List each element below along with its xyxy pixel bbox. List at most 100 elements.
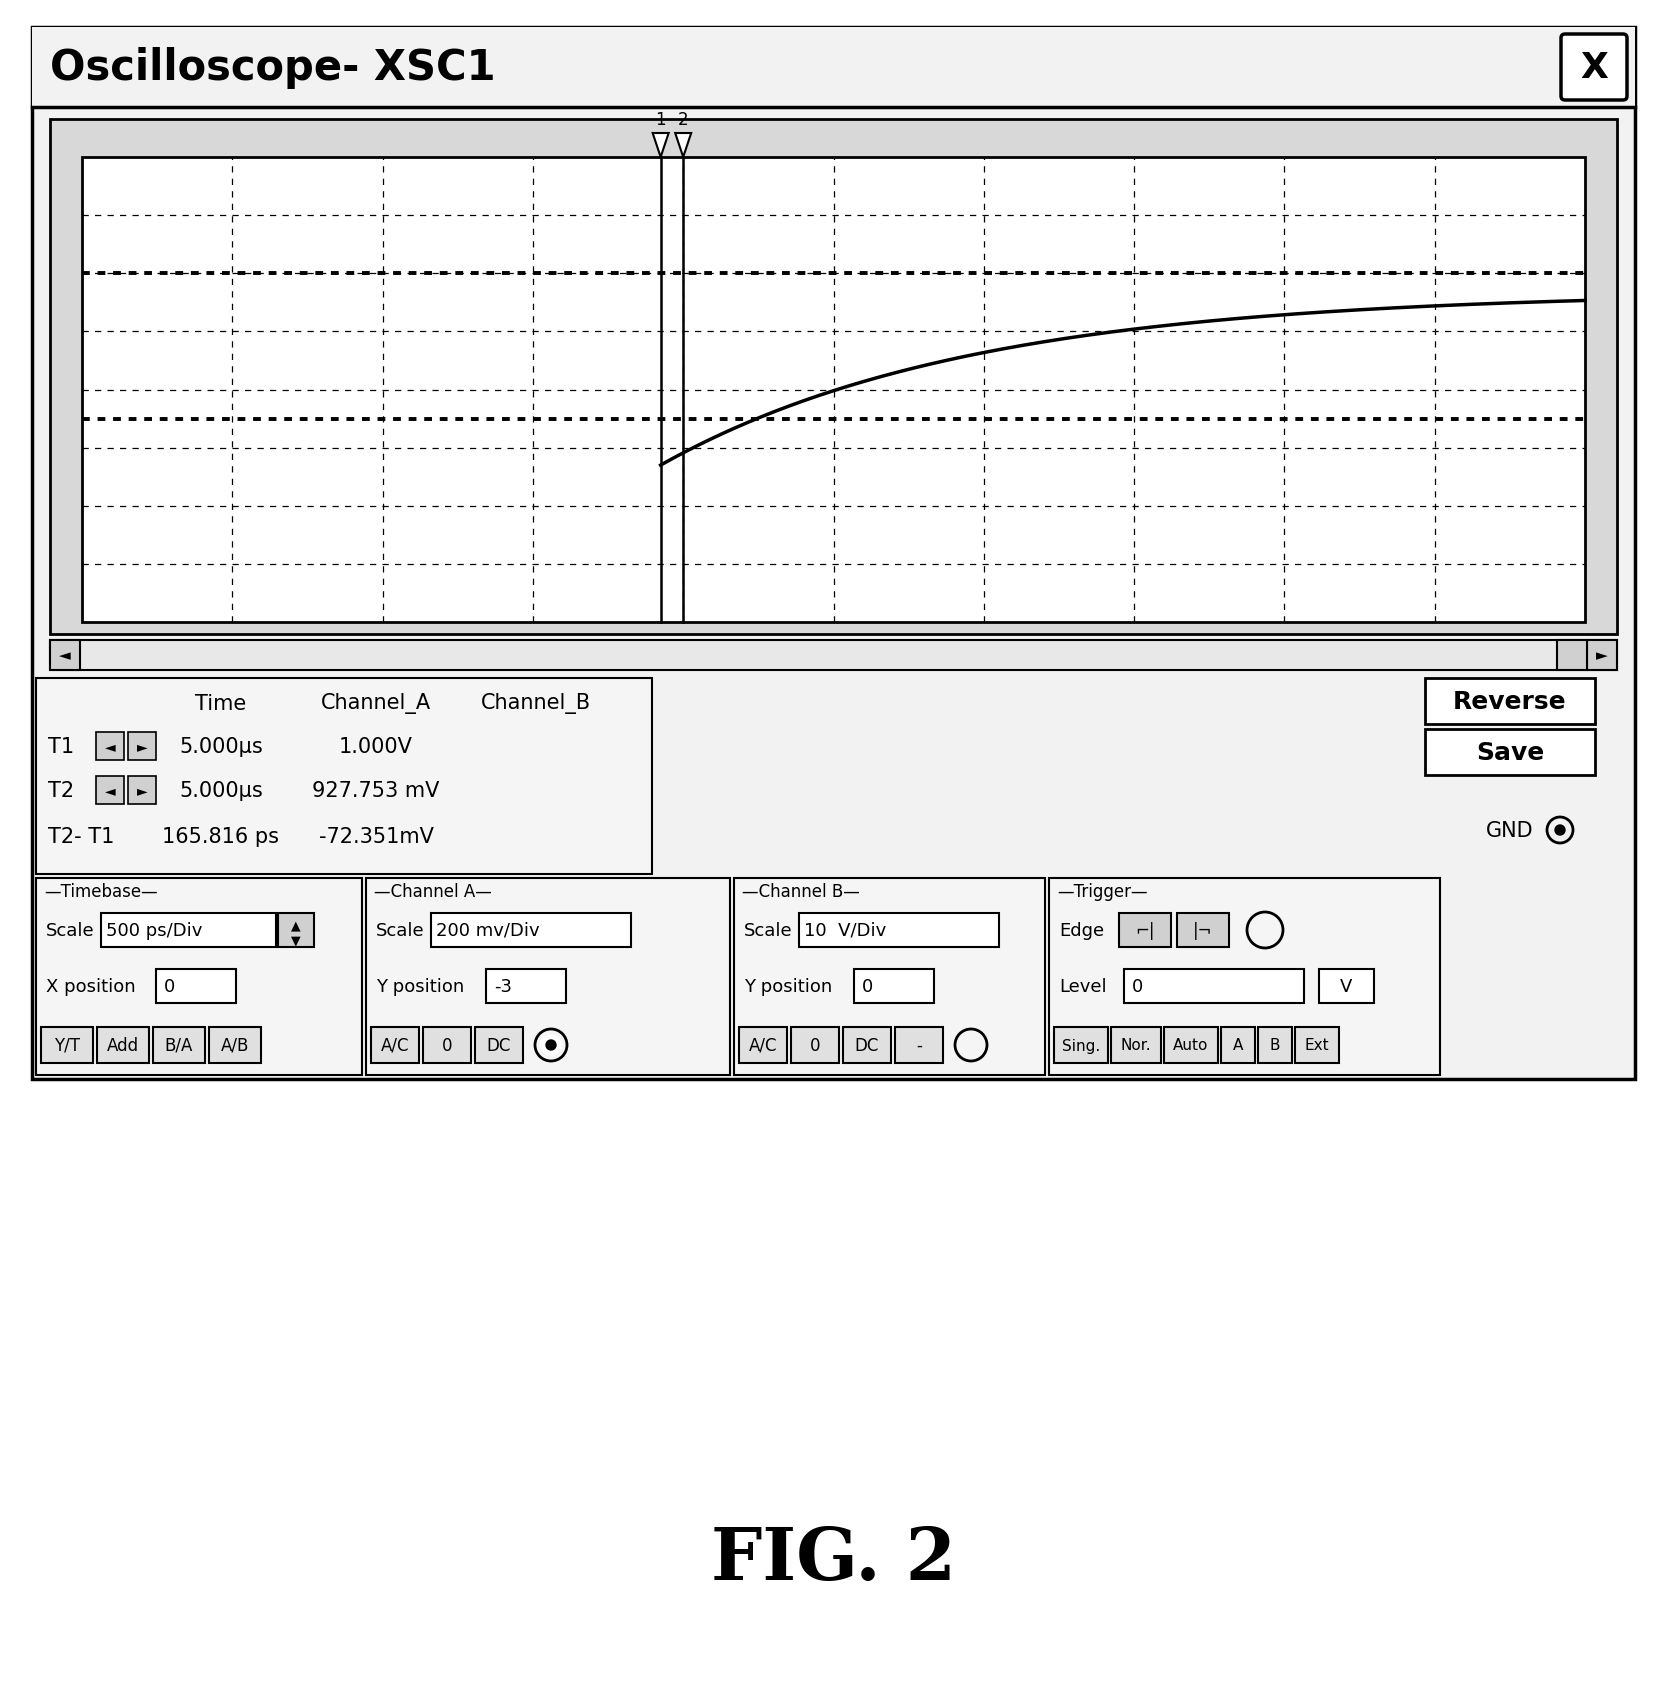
Text: Reverse: Reverse — [1454, 689, 1567, 713]
Text: ⌐|: ⌐| — [1135, 922, 1155, 939]
Text: T1: T1 — [48, 736, 73, 757]
Text: Time: Time — [195, 694, 247, 713]
Text: 200 mv/Div: 200 mv/Div — [437, 922, 540, 939]
Bar — [1220, 1027, 1255, 1064]
Bar — [423, 1027, 472, 1064]
Text: B: B — [1270, 1037, 1280, 1052]
Text: 5.000μs: 5.000μs — [178, 736, 263, 757]
Bar — [32, 29, 1635, 108]
Bar — [1119, 914, 1170, 948]
Bar — [32, 29, 1635, 1079]
Bar — [157, 969, 237, 1003]
Bar — [1319, 969, 1374, 1003]
Bar — [475, 1027, 523, 1064]
Polygon shape — [653, 133, 668, 157]
Bar — [153, 1027, 205, 1064]
Text: 500 ps/Div: 500 ps/Div — [107, 922, 202, 939]
Bar — [1164, 1027, 1219, 1064]
Text: ◄: ◄ — [105, 784, 115, 797]
Text: Channel_A: Channel_A — [322, 692, 432, 714]
Bar — [102, 914, 277, 948]
Text: GND: GND — [1487, 821, 1534, 841]
Text: T2- T1: T2- T1 — [48, 826, 115, 846]
Bar — [97, 1027, 148, 1064]
Text: Ext: Ext — [1305, 1037, 1329, 1052]
Text: Y position: Y position — [377, 978, 463, 995]
Circle shape — [547, 1040, 557, 1051]
Text: A/B: A/B — [220, 1037, 248, 1054]
Text: Save: Save — [1475, 740, 1544, 765]
Text: —Channel B—: —Channel B— — [742, 882, 860, 900]
Bar — [895, 1027, 944, 1064]
Text: ◄: ◄ — [105, 740, 115, 753]
Text: -: - — [917, 1037, 922, 1054]
Text: 0: 0 — [862, 978, 874, 995]
Bar — [278, 914, 313, 948]
Text: Sing.: Sing. — [1062, 1037, 1100, 1052]
Bar — [1557, 640, 1587, 671]
Text: —Timebase—: —Timebase— — [43, 882, 158, 900]
Bar — [1587, 640, 1617, 671]
Text: 2: 2 — [678, 111, 688, 128]
Text: —Trigger—: —Trigger— — [1057, 882, 1147, 900]
Bar — [82, 157, 1585, 623]
Text: 5.000μs: 5.000μs — [178, 780, 263, 801]
Text: X position: X position — [47, 978, 135, 995]
Bar — [208, 1027, 262, 1064]
Text: ▲: ▲ — [292, 919, 300, 932]
Bar — [42, 1027, 93, 1064]
Text: B/A: B/A — [165, 1037, 193, 1054]
Text: DC: DC — [487, 1037, 512, 1054]
Bar — [1295, 1027, 1339, 1064]
Bar — [50, 640, 1617, 671]
Text: X: X — [1580, 51, 1609, 84]
Bar — [97, 733, 123, 760]
Bar — [50, 120, 1617, 635]
Text: 165.816 ps: 165.816 ps — [162, 826, 280, 846]
Text: Channel_B: Channel_B — [482, 692, 592, 714]
Text: 1: 1 — [655, 111, 667, 128]
Bar — [432, 914, 632, 948]
Text: A/C: A/C — [748, 1037, 777, 1054]
Text: 1.000V: 1.000V — [338, 736, 413, 757]
Text: FIG. 2: FIG. 2 — [712, 1523, 955, 1594]
Circle shape — [1555, 826, 1565, 836]
Bar — [738, 1027, 787, 1064]
Bar — [1425, 679, 1595, 725]
Bar — [854, 969, 934, 1003]
Bar — [367, 878, 730, 1076]
Bar — [1425, 730, 1595, 775]
Text: ▼: ▼ — [292, 934, 300, 948]
Text: DC: DC — [855, 1037, 879, 1054]
Bar — [50, 640, 80, 671]
Text: ◄: ◄ — [58, 649, 72, 664]
Bar — [1049, 878, 1440, 1076]
Bar — [1110, 1027, 1160, 1064]
Bar — [97, 777, 123, 804]
Circle shape — [542, 1035, 562, 1056]
Bar — [1054, 1027, 1109, 1064]
Bar — [1124, 969, 1304, 1003]
Text: ►: ► — [137, 740, 147, 753]
Text: |¬: |¬ — [1194, 922, 1214, 939]
Text: 0: 0 — [1132, 978, 1144, 995]
Text: 927.753 mV: 927.753 mV — [312, 780, 440, 801]
Text: ►: ► — [137, 784, 147, 797]
Bar — [792, 1027, 839, 1064]
Text: V: V — [1340, 978, 1352, 995]
Bar — [487, 969, 567, 1003]
Text: Level: Level — [1059, 978, 1107, 995]
Text: 10  V/Div: 10 V/Div — [803, 922, 887, 939]
Text: Scale: Scale — [47, 922, 95, 939]
Bar — [37, 679, 652, 875]
Bar — [128, 733, 157, 760]
Text: Auto: Auto — [1174, 1037, 1209, 1052]
Polygon shape — [675, 133, 692, 157]
Bar — [37, 878, 362, 1076]
Text: -3: -3 — [493, 978, 512, 995]
Bar — [128, 777, 157, 804]
Text: Y/T: Y/T — [53, 1037, 80, 1054]
Text: -72.351mV: -72.351mV — [318, 826, 433, 846]
Text: Y position: Y position — [743, 978, 832, 995]
Bar — [798, 914, 999, 948]
